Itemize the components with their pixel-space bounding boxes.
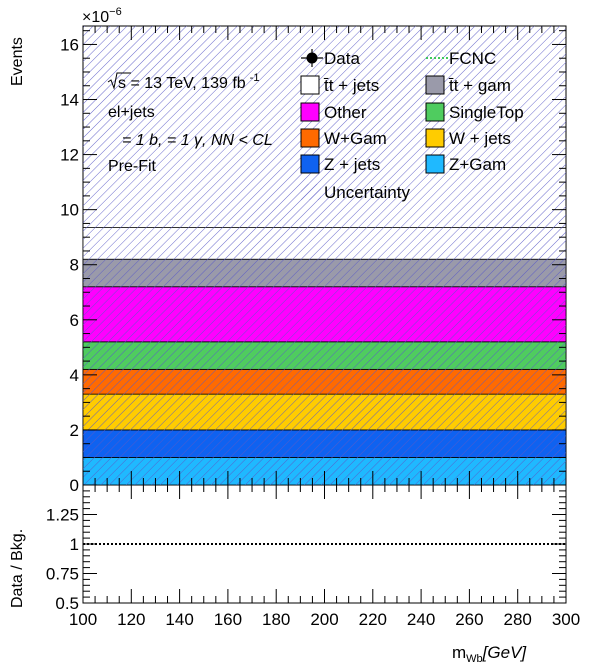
x-axis-title: mWb[GeV] [452,643,527,665]
fit-label: Pre-Fit [108,158,157,175]
y-axis-title: Events [9,37,26,86]
ratio-tick-label: 0.5 [55,594,79,613]
legend-item-6: W+Gam [300,128,387,148]
x-axis: 100 120 140 160 180 200 220 240 260 280 300 [69,26,580,629]
x-tick-label: 260 [455,610,483,629]
x-tick-label: 100 [69,610,97,629]
legend: Data FCNC t̄t + jets t̄t + gam Other SingleTo… [300,49,524,202]
ratio-tick-label: 1 [70,535,79,554]
y-tick-label: 2 [70,421,79,440]
x-tick-label: 300 [552,610,580,629]
y-tick-label: 8 [70,256,79,275]
channel-label: el+jets [108,104,155,121]
y-tick-label: 16 [60,35,79,54]
y-tick-label: 6 [70,311,79,330]
ratio-y-axis-title: Data / Bkg. [9,529,26,608]
x-tick-label: 240 [407,610,435,629]
legend-item-2: t̄t + jets [300,75,379,95]
legend-item-1: FCNC [426,49,496,68]
x-tick-label: 280 [504,610,532,629]
legend-item-5: SingleTop [425,102,524,122]
ratio-y-axis: 0.5 0.75 1 1.25 [46,484,566,613]
y-exponent: ×10−6 [82,6,122,26]
y-tick-label: 12 [60,146,79,165]
svg-text:s = 13 TeV, 139 fb-1: s = 13 TeV, 139 fb -1 [118,72,259,92]
legend-item-10: Uncertainty [301,183,410,202]
legend-label: t̄t + jets [323,76,379,95]
legend-item-3: t̄t + gam [425,75,511,95]
y-tick-label: 0 [70,476,79,495]
legend-item-8: Z + jets [300,154,380,174]
uncertainty-hatch [83,26,566,485]
legend-item-9: Z+Gam [425,154,506,174]
x-tick-label: 200 [310,610,338,629]
legend-label: t̄t + gam [448,76,511,95]
legend-label: W+Gam [324,129,387,148]
svg-text:×10−6: ×10−6 [82,6,122,26]
y-tick-label: 10 [60,201,79,220]
legend-item-4: Other [300,102,367,122]
annotation-block: s = 13 TeV, 139 fb -1 el+jets = 1 b, = 1 … [107,72,273,175]
x-tick-label: 180 [262,610,290,629]
legend-label: Z + jets [324,155,380,174]
energy-prefix: s [118,75,126,92]
selection-label: = 1 b, = 1 γ, NN < CL [122,132,273,149]
legend-label: W + jets [449,129,511,148]
energy-sup: -1 [250,72,260,84]
svg-text:mWb[GeV]: mWb[GeV] [452,643,527,665]
x-tick-label: 120 [117,610,145,629]
x-tick-label: 160 [214,610,242,629]
x-tick-label: 140 [165,610,193,629]
x-tick-label: 220 [359,610,387,629]
legend-label: Z+Gam [449,155,506,174]
legend-item-0: Data [301,49,360,68]
legend-label: Uncertainty [324,183,410,202]
energy-text: = 13 TeV, 139 fb [126,75,246,92]
legend-label: SingleTop [449,103,524,122]
legend-label: Other [324,103,367,122]
y-tick-label: 4 [70,366,79,385]
y-tick-label: 14 [60,91,79,110]
uncertainty-band [83,26,566,485]
ratio-tick-label: 1.25 [46,506,79,525]
legend-item-7: W + jets [425,128,511,148]
data-marker-icon [306,52,318,64]
main-y-axis: 0 2 4 6 8 10 12 14 16 [60,30,566,495]
legend-label: Data [324,49,360,68]
ratio-tick-label: 0.75 [46,565,79,584]
legend-label: FCNC [449,49,496,68]
sqrt-symbol [107,72,131,90]
